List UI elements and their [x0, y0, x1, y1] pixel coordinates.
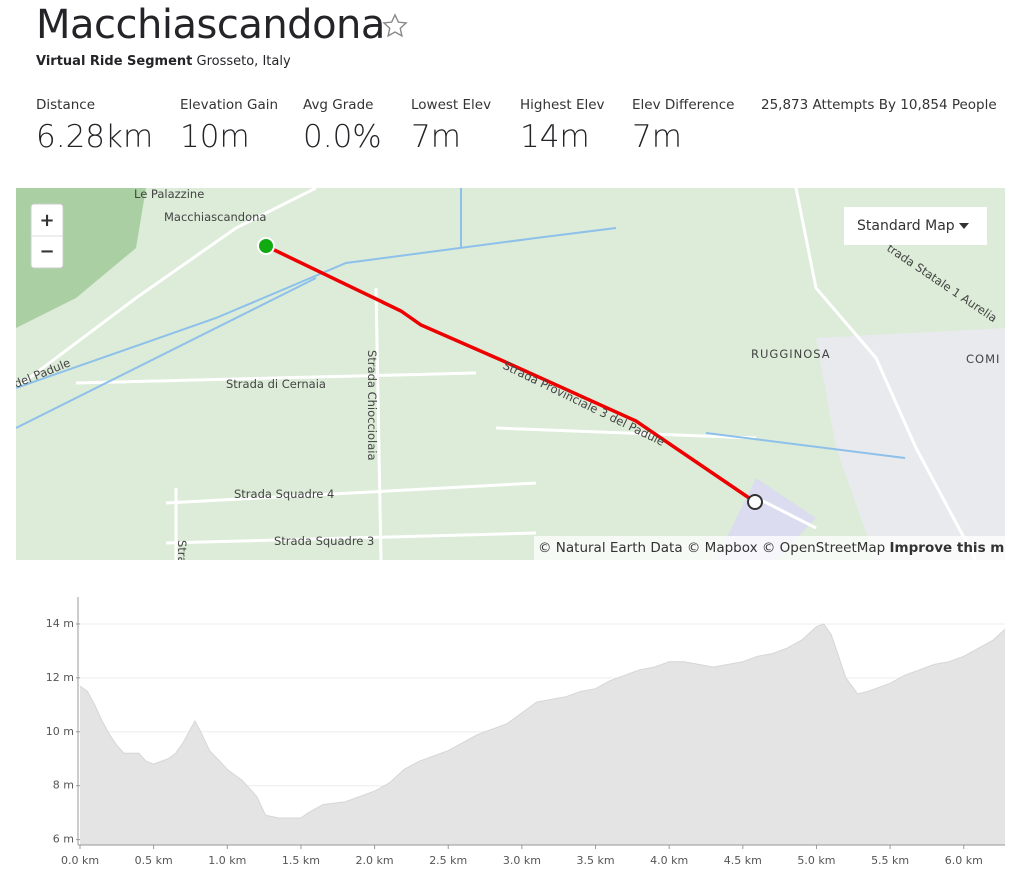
- map-roads: [16, 188, 978, 560]
- stat: Elev Difference 7m: [632, 97, 734, 155]
- map-waterways: [16, 188, 906, 459]
- map-label: Macchiascandona: [164, 210, 266, 224]
- map-label: RUGGINOSA: [751, 347, 831, 361]
- x-tick-label: 4.5 km: [724, 854, 762, 867]
- x-tick-label: 1.5 km: [282, 854, 320, 867]
- stat-value: 10m: [180, 119, 250, 155]
- y-tick-label: 6 m: [53, 833, 74, 846]
- stat-value: 0.0%: [303, 119, 382, 155]
- attribution-box: [534, 536, 1005, 560]
- stat-label: Distance: [36, 97, 96, 113]
- route-finish: [747, 494, 763, 510]
- zoom-in[interactable]: +: [39, 210, 54, 231]
- map-label: Le Palazzine: [134, 188, 204, 201]
- map-label: Strada Chiocciolaia: [365, 350, 379, 461]
- stat-value: 6.28km: [36, 119, 154, 155]
- y-tick-label: 8 m: [53, 779, 74, 792]
- stat-value: 7m: [411, 119, 461, 155]
- zoom-control: + −: [30, 203, 64, 269]
- star-button[interactable]: [381, 12, 409, 40]
- dropdown-caret[interactable]: [959, 223, 969, 229]
- segment-subtitle: Virtual Ride Segment Grosseto, Italy: [36, 54, 291, 69]
- map-label: COMI: [966, 352, 1000, 366]
- stat: Lowest Elev 7m: [411, 97, 491, 155]
- attempts: 25,873 Attempts By 10,854 People: [761, 97, 997, 113]
- x-tick-label: 6.0 km: [945, 854, 983, 867]
- x-tick-label: 3.5 km: [576, 854, 614, 867]
- map-label: Stra: [175, 540, 189, 560]
- attribution-text: © Natural Earth Data © Mapbox © OpenStre…: [538, 540, 885, 556]
- zoom-out[interactable]: −: [39, 241, 54, 262]
- map-urban: [816, 328, 1005, 560]
- x-tick-label: 0.0 km: [61, 854, 99, 867]
- segment-location: Grosseto, Italy: [196, 54, 291, 69]
- y-tick-label: 14 m: [46, 617, 74, 630]
- stat: Elevation Gain 10m: [180, 97, 278, 155]
- x-tick-label: 2.0 km: [356, 854, 394, 867]
- x-tick-label: 2.5 km: [429, 854, 467, 867]
- stat-label: Elev Difference: [632, 97, 735, 113]
- map-label: Strada Squadre 4: [234, 487, 334, 501]
- stat-label: Highest Elev: [520, 97, 605, 113]
- x-tick-label: 0.5 km: [135, 854, 173, 867]
- x-tick-label: 4.0 km: [650, 854, 688, 867]
- map-label: Strada di Cernaia: [226, 377, 326, 391]
- x-tick-label: 3.0 km: [503, 854, 541, 867]
- route-start: [257, 237, 275, 255]
- map-attribution: © Natural Earth Data © Mapbox © OpenStre…: [538, 540, 1005, 556]
- x-tick-label: 5.0 km: [797, 854, 835, 867]
- x-tick-label: 1.0 km: [208, 854, 246, 867]
- stat-label: Elevation Gain: [180, 97, 279, 113]
- stat-label: Lowest Elev: [411, 97, 492, 113]
- segment-type: Virtual Ride Segment: [36, 54, 193, 69]
- map-label: Strada Squadre 3: [274, 534, 374, 548]
- stat-label: Avg Grade: [303, 97, 374, 113]
- stat-value: 14m: [520, 119, 590, 155]
- elevation-line: [79, 623, 1006, 819]
- elevation-area: [80, 624, 1005, 845]
- y-tick-label: 10 m: [46, 725, 74, 738]
- map[interactable]: Le Palazzine Macchiascandona del Padule …: [16, 188, 1005, 560]
- stat-value: 7m: [632, 119, 682, 155]
- stat: Distance 6.28km: [36, 97, 153, 155]
- improve-map-link[interactable]: Improve this map: [890, 540, 1005, 556]
- elevation-chart: 6 m 8 m 10 m 12 m 14 m 0.0 km 0.5 km 1.0 km 1.5 …: [46, 597, 1006, 867]
- segment-title: Macchiascandona: [36, 2, 385, 48]
- y-tick-label: 12 m: [46, 671, 74, 684]
- map-style-label[interactable]: Standard Map: [857, 218, 955, 234]
- segment-route: [265, 244, 756, 504]
- x-tick-label: 5.5 km: [871, 854, 909, 867]
- stat: Avg Grade 0.0%: [303, 97, 382, 155]
- stat: Highest Elev 14m: [520, 97, 605, 155]
